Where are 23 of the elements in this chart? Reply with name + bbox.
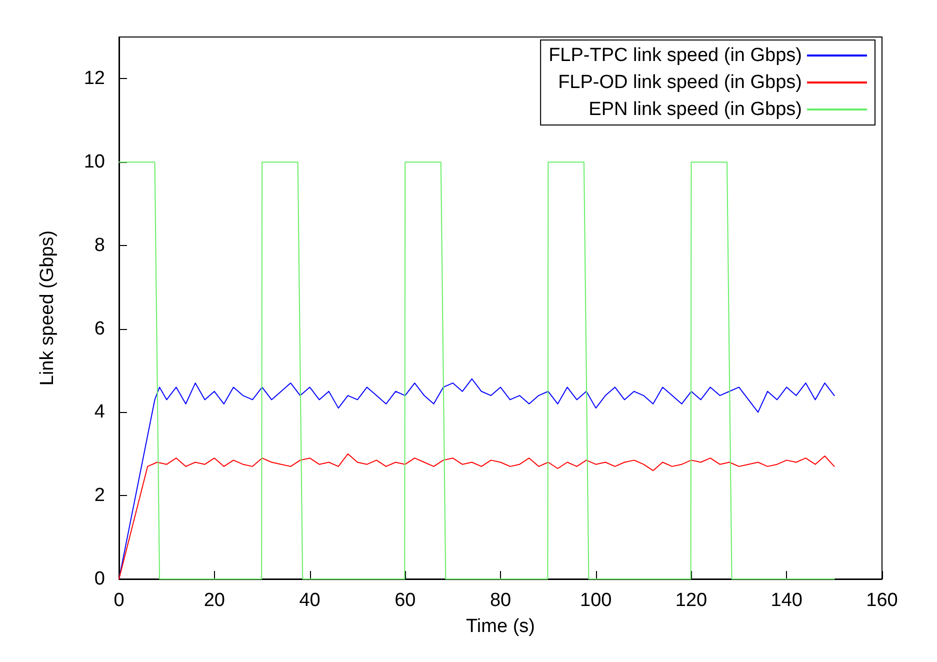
legend-label: EPN link speed (in Gbps) [588,99,802,120]
y-tick-label: 0 [94,568,105,590]
y-tick-label: 8 [94,234,105,256]
legend-label: FLP-TPC link speed (in Gbps) [548,45,802,66]
y-tick-label: 4 [94,402,106,423]
legend-label: FLP-OD link speed (in Gbps) [558,72,802,93]
x-tick-label: 20 [204,590,225,611]
y-tick-label: 2 [94,485,105,506]
x-tick-label: 100 [580,590,612,611]
x-tick-label: 0 [114,590,124,611]
x-tick-label: 40 [299,590,320,611]
x-tick-label: 160 [866,590,898,611]
x-axis-title: Time (s) [466,616,535,637]
y-tick-label: 12 [84,68,105,90]
y-axis-title: Link speed (Gbps) [37,230,58,386]
x-tick-label: 60 [394,590,416,611]
line-series [118,453,835,580]
line-series [118,378,835,580]
x-tick-label: 80 [490,590,512,611]
x-tick-label: 140 [770,590,802,611]
y-tick-label: 10 [84,152,105,173]
x-tick-label: 120 [675,590,708,611]
y-tick-label: 6 [94,318,105,340]
